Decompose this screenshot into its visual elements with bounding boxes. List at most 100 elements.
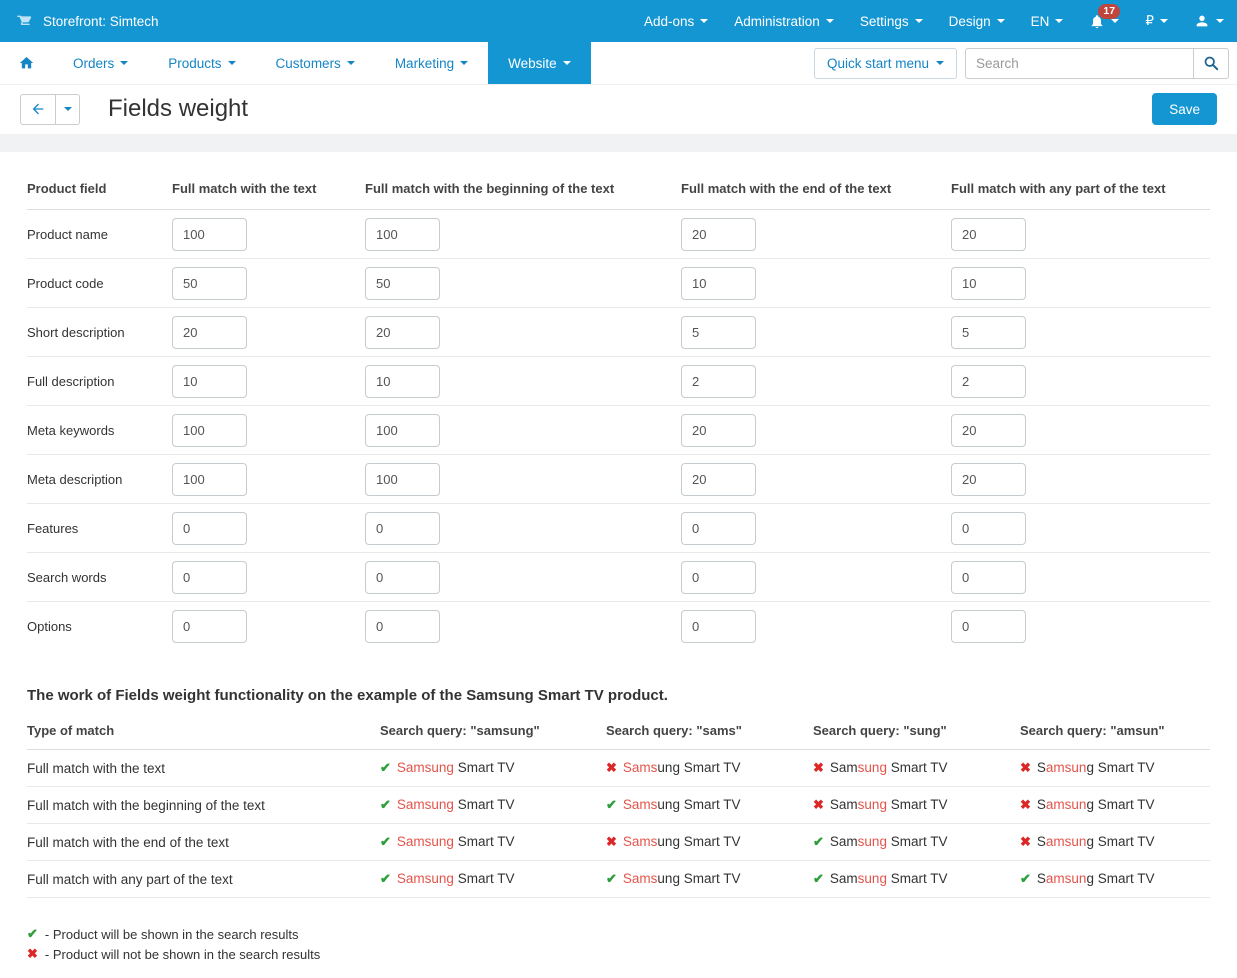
weight-input-product-name-0[interactable] [172,217,247,251]
result-cell: ✖ Samsung Smart TV [606,834,813,850]
weight-input-short-description-2[interactable] [681,315,756,349]
quick-start-menu-button[interactable]: Quick start menu [813,47,957,79]
weight-input-meta-description-0[interactable] [172,462,247,496]
fields-weight-table: Product field Full match with the text Ful… [27,168,1210,651]
table-cell [365,511,681,545]
product-name: Samsung Smart TV [1037,797,1155,812]
row-label: Meta description [27,471,123,487]
weight-input-options-3[interactable] [951,610,1026,643]
result-cell: ✔ Samsung Smart TV [1020,871,1210,887]
back-dropdown-button[interactable] [56,93,80,125]
product-name-match: Sams [622,760,658,775]
back-button[interactable] [20,93,56,125]
chevron-down-icon [1055,19,1064,23]
chevron-down-icon [562,61,571,65]
search-button[interactable] [1193,47,1229,79]
home-button[interactable] [0,42,53,84]
nav-item-website[interactable]: Website [488,42,591,84]
weight-input-features-0[interactable] [172,511,247,545]
weight-input-meta-keywords-2[interactable] [681,413,756,447]
weight-input-features-2[interactable] [681,511,756,545]
weight-input-search-words-1[interactable] [365,560,440,594]
chevron-down-icon [120,61,129,65]
product-name-match: Samsung [396,871,454,886]
weight-input-search-words-2[interactable] [681,560,756,594]
home-icon [19,57,34,69]
weight-input-product-code-0[interactable] [172,266,247,300]
user-menu[interactable] [1181,0,1237,42]
table-cell [951,217,1210,251]
weight-input-full-description-2[interactable] [681,364,756,398]
storefront-link[interactable]: Storefront: Simtech [15,13,159,29]
product-name-suffix: Smart TV [453,871,515,886]
weight-input-meta-description-3[interactable] [951,462,1026,496]
column-header: Product field [27,181,107,196]
topbar-menu-add-ons[interactable]: Add-ons [631,0,721,42]
table-row: Options [27,602,1210,651]
example-heading: The work of Fields weight functionality … [27,687,668,704]
table-cell [681,462,951,496]
nav-item-marketing[interactable]: Marketing [375,42,488,84]
product-name-suffix: ung Smart TV [657,760,741,775]
weight-input-search-words-0[interactable] [172,560,247,594]
product-name-match: Sams [622,797,658,812]
chevron-down-icon [936,61,944,65]
weight-input-product-code-2[interactable] [681,266,756,300]
column-header: Full match with the end of the text [681,181,892,196]
table-cell [681,364,951,398]
table-cell [681,266,951,300]
table-cell [951,266,1210,300]
weight-input-features-1[interactable] [365,511,440,545]
weight-input-full-description-0[interactable] [172,364,247,398]
weight-input-short-description-1[interactable] [365,315,440,349]
save-button[interactable]: Save [1152,93,1217,125]
product-name-match: sung [857,834,887,849]
weight-input-options-1[interactable] [365,610,440,643]
nav-item-label: Products [168,55,222,71]
weight-input-short-description-0[interactable] [172,315,247,349]
nav-item-label: Marketing [394,55,455,71]
weight-input-meta-keywords-3[interactable] [951,413,1026,447]
nav-item-customers[interactable]: Customers [256,42,375,84]
weight-input-options-0[interactable] [172,610,247,643]
chevron-down-icon [1111,19,1120,23]
check-icon: ✔ [380,871,391,886]
weight-input-features-3[interactable] [951,511,1026,545]
table-row: Meta description [27,455,1210,504]
notifications-menu[interactable]: 17 [1076,0,1132,42]
topbar-menu-administration[interactable]: Administration [721,0,847,42]
topbar-menu-design[interactable]: Design [936,0,1018,42]
column-header: Full match with the text [172,181,317,196]
storefront-label: Storefront: Simtech [43,13,159,29]
weight-input-product-code-3[interactable] [951,266,1026,300]
search-input[interactable] [965,47,1193,79]
topbar-menu-en[interactable]: EN [1018,0,1077,42]
weight-input-full-description-1[interactable] [365,364,440,398]
row-label: Short description [27,324,125,340]
row-label: Full match with the end of the text [27,834,229,850]
weight-input-short-description-3[interactable] [951,315,1026,349]
chevron-down-icon [346,61,355,65]
currency-menu[interactable]: ₽ [1132,0,1181,42]
weight-input-meta-keywords-1[interactable] [365,413,440,447]
weight-input-search-words-3[interactable] [951,560,1026,594]
table-cell [172,315,365,349]
weight-input-product-name-1[interactable] [365,217,440,251]
nav-item-label: Website [508,55,557,71]
check-icon: ✔ [27,926,38,941]
weight-input-full-description-3[interactable] [951,364,1026,398]
nav-item-orders[interactable]: Orders [53,42,148,84]
legend-text: - Product will be shown in the search re… [44,926,299,942]
weight-input-product-code-1[interactable] [365,266,440,300]
chevron-down-icon [996,19,1005,23]
weight-input-meta-description-2[interactable] [681,462,756,496]
product-name-suffix: g Smart TV [1086,871,1155,886]
weight-input-meta-keywords-0[interactable] [172,413,247,447]
weight-input-meta-description-1[interactable] [365,462,440,496]
weight-input-options-2[interactable] [681,610,756,643]
weight-input-product-name-3[interactable] [951,217,1026,251]
nav-item-products[interactable]: Products [148,42,255,84]
weight-input-product-name-2[interactable] [681,217,756,251]
topbar-menu-settings[interactable]: Settings [847,0,936,42]
check-icon: ✔ [380,797,391,812]
